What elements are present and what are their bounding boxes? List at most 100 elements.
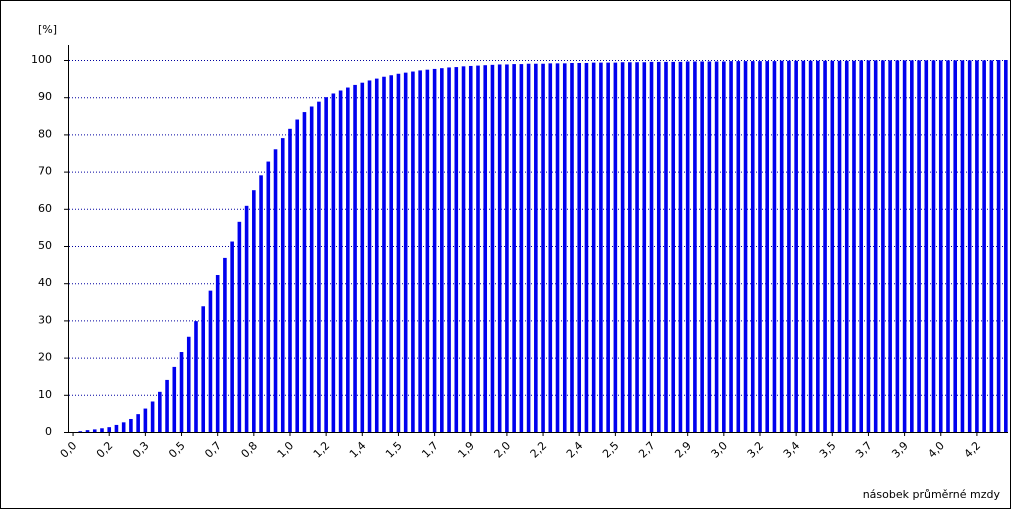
bar bbox=[823, 60, 827, 433]
bar bbox=[403, 72, 408, 432]
bar bbox=[967, 60, 972, 432]
bar bbox=[996, 60, 1001, 432]
bar bbox=[714, 61, 719, 432]
bar bbox=[418, 70, 422, 432]
bar bbox=[432, 68, 437, 432]
bar bbox=[982, 60, 986, 432]
bar bbox=[895, 60, 900, 432]
bar bbox=[309, 106, 314, 432]
bar bbox=[859, 60, 864, 432]
bar bbox=[599, 62, 603, 432]
bar bbox=[100, 428, 104, 432]
bar bbox=[136, 414, 140, 432]
bar bbox=[765, 61, 770, 433]
bar bbox=[1004, 60, 1008, 432]
bar bbox=[924, 60, 929, 432]
y-tick-label: 50 bbox=[38, 239, 52, 252]
bar bbox=[700, 61, 704, 432]
y-tick-label: 0 bbox=[45, 425, 52, 438]
bar bbox=[85, 430, 90, 432]
bar bbox=[288, 128, 292, 432]
bar bbox=[425, 69, 430, 432]
bar bbox=[324, 97, 328, 432]
bar bbox=[374, 78, 379, 432]
bar bbox=[570, 62, 574, 432]
bar bbox=[671, 61, 676, 433]
bar bbox=[620, 62, 625, 433]
y-tick-label: 80 bbox=[38, 127, 52, 140]
bar bbox=[606, 62, 610, 432]
bar bbox=[353, 84, 357, 432]
bar bbox=[468, 65, 473, 433]
bar bbox=[512, 64, 516, 432]
bar bbox=[92, 429, 97, 432]
bar bbox=[830, 60, 835, 433]
bar bbox=[382, 76, 386, 433]
bar bbox=[548, 63, 553, 433]
bar bbox=[440, 68, 444, 433]
bar bbox=[664, 61, 668, 433]
bar bbox=[186, 336, 191, 432]
bar bbox=[114, 424, 119, 432]
bar bbox=[273, 149, 278, 432]
bar bbox=[129, 418, 133, 432]
bar bbox=[165, 379, 169, 432]
bar bbox=[779, 60, 784, 433]
bar bbox=[881, 60, 885, 432]
bar bbox=[628, 62, 632, 433]
bar bbox=[360, 82, 365, 432]
bar bbox=[685, 61, 690, 432]
bar bbox=[729, 61, 733, 433]
bar bbox=[194, 321, 198, 432]
bar bbox=[989, 60, 994, 432]
bar bbox=[946, 60, 950, 432]
y-tick-label: 90 bbox=[38, 90, 52, 103]
bar bbox=[150, 401, 155, 432]
bar bbox=[295, 119, 300, 433]
bar bbox=[656, 61, 661, 433]
bar bbox=[230, 241, 234, 432]
y-tick-label: 40 bbox=[38, 276, 52, 289]
bar bbox=[497, 64, 502, 433]
bar bbox=[722, 61, 726, 432]
bar bbox=[866, 60, 871, 432]
bar bbox=[505, 64, 509, 433]
bar bbox=[78, 431, 83, 432]
bar bbox=[902, 60, 907, 432]
bar bbox=[476, 65, 480, 432]
bar bbox=[707, 61, 712, 432]
bar bbox=[367, 80, 372, 433]
bar bbox=[562, 63, 567, 433]
bar bbox=[338, 90, 343, 432]
bar bbox=[223, 257, 227, 432]
bar bbox=[201, 306, 206, 432]
bar bbox=[917, 60, 921, 432]
bar bbox=[208, 290, 213, 432]
bar bbox=[534, 63, 538, 432]
bar bbox=[172, 366, 177, 432]
bar bbox=[179, 352, 184, 432]
bar bbox=[635, 62, 639, 433]
bar bbox=[678, 61, 683, 433]
bar bbox=[541, 63, 545, 432]
bar bbox=[794, 60, 798, 433]
bar bbox=[938, 60, 943, 432]
bar bbox=[346, 87, 350, 432]
bar bbox=[244, 205, 249, 432]
bar bbox=[649, 61, 654, 433]
bar bbox=[591, 62, 596, 432]
y-tick-label: 10 bbox=[38, 388, 52, 401]
bar bbox=[317, 101, 321, 432]
bar bbox=[960, 60, 965, 432]
bar bbox=[801, 60, 806, 433]
y-axis-label: [%] bbox=[38, 23, 57, 36]
bar bbox=[837, 60, 842, 433]
bar bbox=[975, 60, 979, 432]
bar bbox=[396, 73, 401, 432]
bar bbox=[215, 275, 220, 432]
y-tick-label: 60 bbox=[38, 202, 52, 215]
bar bbox=[787, 60, 791, 433]
bar bbox=[143, 408, 148, 432]
bar bbox=[252, 190, 256, 432]
bar bbox=[121, 422, 126, 432]
